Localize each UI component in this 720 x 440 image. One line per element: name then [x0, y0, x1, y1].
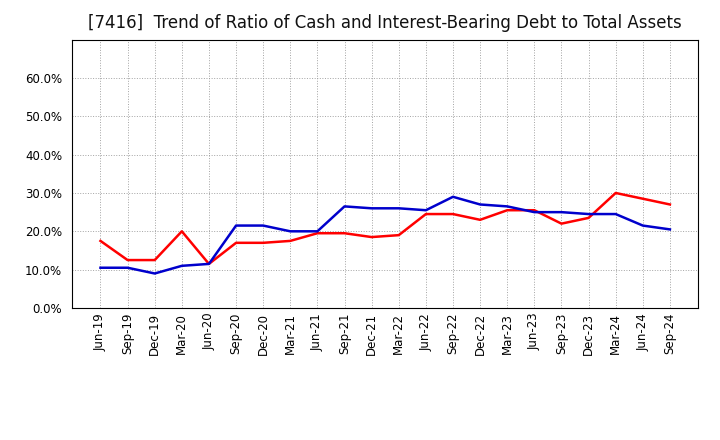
Cash	[150, 257, 159, 263]
Interest-Bearing Debt	[313, 229, 322, 234]
Interest-Bearing Debt	[259, 223, 268, 228]
Cash	[204, 261, 213, 267]
Cash	[395, 232, 403, 238]
Cash	[96, 238, 105, 244]
Interest-Bearing Debt	[178, 263, 186, 268]
Interest-Bearing Debt	[665, 227, 674, 232]
Cash	[557, 221, 566, 226]
Interest-Bearing Debt	[421, 208, 430, 213]
Interest-Bearing Debt	[150, 271, 159, 276]
Interest-Bearing Debt	[367, 205, 376, 211]
Interest-Bearing Debt	[286, 229, 294, 234]
Interest-Bearing Debt	[395, 205, 403, 211]
Interest-Bearing Debt	[530, 209, 539, 215]
Cash	[123, 257, 132, 263]
Interest-Bearing Debt	[449, 194, 457, 199]
Cash	[639, 196, 647, 202]
Cash	[503, 208, 511, 213]
Interest-Bearing Debt	[639, 223, 647, 228]
Cash	[286, 238, 294, 244]
Cash	[367, 235, 376, 240]
Cash	[341, 231, 349, 236]
Cash	[665, 202, 674, 207]
Interest-Bearing Debt	[232, 223, 240, 228]
Cash	[530, 208, 539, 213]
Cash	[232, 240, 240, 246]
Line: Interest-Bearing Debt: Interest-Bearing Debt	[101, 197, 670, 274]
Interest-Bearing Debt	[557, 209, 566, 215]
Cash	[584, 215, 593, 220]
Interest-Bearing Debt	[584, 211, 593, 216]
Cash	[611, 191, 620, 196]
Interest-Bearing Debt	[96, 265, 105, 270]
Interest-Bearing Debt	[503, 204, 511, 209]
Line: Cash: Cash	[101, 193, 670, 264]
Cash	[178, 229, 186, 234]
Interest-Bearing Debt	[476, 202, 485, 207]
Cash	[313, 231, 322, 236]
Cash	[476, 217, 485, 223]
Interest-Bearing Debt	[123, 265, 132, 270]
Interest-Bearing Debt	[611, 211, 620, 216]
Interest-Bearing Debt	[204, 261, 213, 267]
Cash	[449, 211, 457, 216]
Cash	[421, 211, 430, 216]
Cash	[259, 240, 268, 246]
Title: [7416]  Trend of Ratio of Cash and Interest-Bearing Debt to Total Assets: [7416] Trend of Ratio of Cash and Intere…	[89, 15, 682, 33]
Interest-Bearing Debt	[341, 204, 349, 209]
